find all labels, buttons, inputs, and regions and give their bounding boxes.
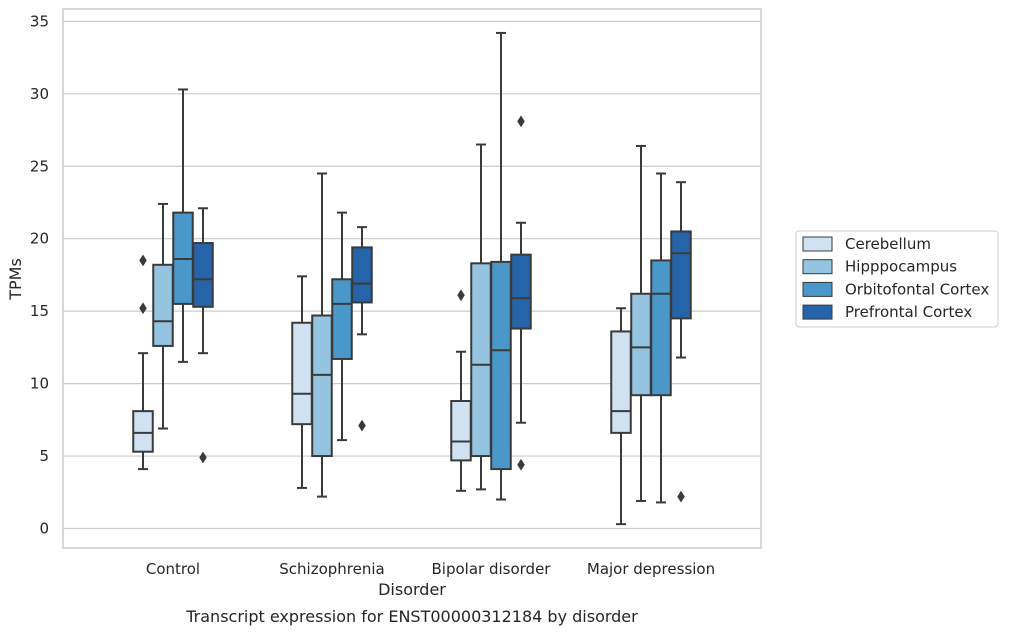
- x-tick-label: Control: [146, 560, 200, 578]
- box-iqr: [311, 314, 333, 458]
- box-iqr: [351, 246, 373, 304]
- box-group: [630, 144, 652, 502]
- outlier-point: [517, 115, 525, 128]
- x-tick-labels: Control Schizophrenia Bipolar disorder Majo…: [146, 560, 715, 578]
- y-tick-label: 15: [30, 302, 49, 320]
- outlier-point: [358, 419, 366, 432]
- y-tick-label: 5: [39, 447, 49, 465]
- legend-swatch: [802, 236, 833, 252]
- box-iqr: [450, 399, 472, 462]
- x-tick-label: Schizophrenia: [279, 560, 384, 578]
- legend-label: Hipppocampus: [845, 258, 957, 276]
- box-iqr: [510, 253, 532, 330]
- legend: Cerebellum Hipppocampus Orbitofontal Corte…: [795, 230, 999, 328]
- x-tick-label: Major depression: [587, 560, 715, 578]
- box-iqr: [470, 262, 492, 458]
- box-group: [192, 207, 214, 464]
- box-group: [172, 88, 194, 363]
- legend-label: Cerebellum: [845, 235, 931, 253]
- outlier-point: [139, 254, 147, 267]
- y-tick-label: 10: [30, 375, 49, 393]
- box-iqr: [132, 410, 154, 453]
- box-group: [610, 307, 632, 526]
- y-tick-label: 25: [30, 157, 49, 175]
- box-group: [450, 289, 472, 492]
- box-iqr: [490, 260, 512, 471]
- outlier-point: [139, 302, 147, 315]
- box-group: [670, 181, 692, 503]
- box-group: [152, 202, 174, 430]
- box-group: [470, 143, 492, 491]
- box-iqr: [152, 263, 174, 347]
- plot-frame: [62, 8, 762, 549]
- y-tick-label: 0: [39, 520, 49, 538]
- legend-swatch: [802, 259, 833, 275]
- box-group: [510, 115, 532, 471]
- y-tick-label: 35: [30, 12, 49, 30]
- outlier-point: [199, 451, 207, 464]
- outlier-point: [517, 458, 525, 471]
- box-group: [650, 172, 672, 504]
- box-group: [132, 254, 154, 471]
- y-axis-title: TPMs: [6, 258, 25, 301]
- box-iqr: [331, 278, 353, 360]
- legend-swatch: [802, 304, 833, 320]
- outlier-point: [677, 490, 685, 503]
- box-iqr: [192, 242, 214, 308]
- box-group: [311, 172, 333, 498]
- figure-caption: Transcript expression for ENST0000031218…: [185, 607, 638, 626]
- box-iqr: [610, 330, 632, 434]
- box-iqr: [630, 292, 652, 397]
- y-tick-labels: 0 5 10 15 20 25 30 35: [30, 12, 49, 537]
- box-group: [351, 226, 373, 432]
- y-tick-label: 20: [30, 230, 49, 248]
- box-iqr: [650, 259, 672, 397]
- x-tick-label: Bipolar disorder: [432, 560, 552, 578]
- legend-label: Prefrontal Cortex: [845, 303, 972, 321]
- box-iqr: [670, 230, 692, 320]
- outlier-point: [457, 289, 465, 302]
- box-group: [490, 31, 512, 501]
- box-groups: [132, 31, 692, 526]
- legend-label: Orbitofontal Cortex: [845, 280, 989, 298]
- x-axis-title: Disorder: [378, 580, 446, 599]
- y-tick-label: 30: [30, 85, 49, 103]
- legend-frame: [795, 230, 999, 328]
- legend-swatch: [802, 281, 833, 297]
- box-group: [331, 211, 353, 442]
- box-iqr: [291, 321, 313, 426]
- box-group: [291, 275, 313, 489]
